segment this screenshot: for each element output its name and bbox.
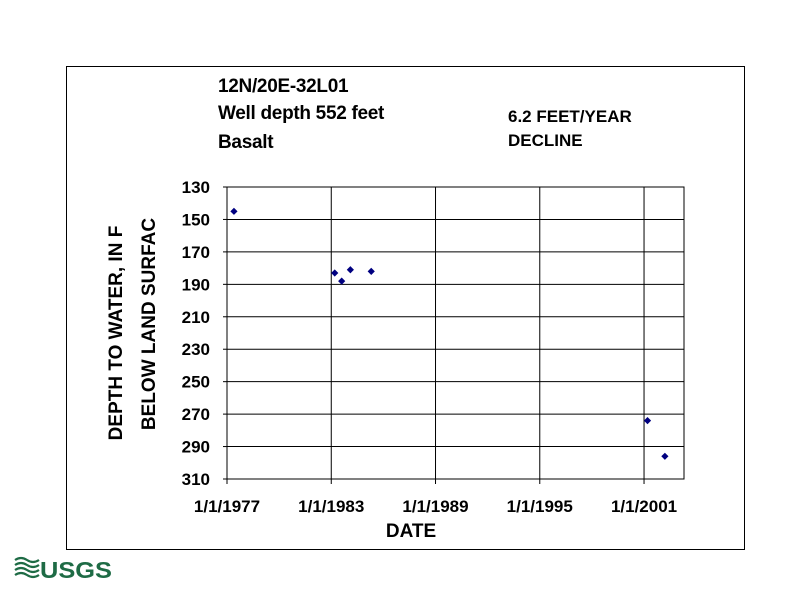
data-point <box>331 269 339 277</box>
data-point <box>367 267 375 275</box>
x-tick-label: 1/1/1995 <box>507 497 573 516</box>
y-axis-ticks: 130 150 170 190 210 230 250 270 290 310 <box>182 178 227 489</box>
chart-title-line-3: Basalt <box>218 132 274 153</box>
chart-title-line-2: Well depth 552 feet <box>218 103 385 124</box>
y-tick-label: 290 <box>182 438 210 457</box>
trend-annotation-line-2: DECLINE <box>508 131 583 150</box>
usgs-wave-icon <box>14 556 40 579</box>
y-tick-label: 250 <box>182 373 210 392</box>
data-point <box>230 207 238 215</box>
x-axis-label: DATE <box>386 521 436 542</box>
data-point <box>643 417 652 425</box>
y-tick-label: 210 <box>182 308 210 327</box>
y-axis-label-line-2: BELOW LAND SURFAC <box>139 218 160 430</box>
plot-area-border <box>226 186 685 480</box>
chart-frame <box>66 66 745 550</box>
y-tick-label: 310 <box>182 470 210 489</box>
x-tick-label: 1/1/1983 <box>298 497 364 516</box>
usgs-logo: USGS <box>14 556 112 583</box>
chart-title-line-1: 12N/20E-32L01 <box>218 76 349 97</box>
x-tick-label: 1/1/1989 <box>402 497 468 516</box>
data-point <box>661 452 669 460</box>
y-tick-label: 230 <box>182 340 210 359</box>
y-tick-label: 170 <box>182 243 210 262</box>
data-point <box>346 266 354 274</box>
y-tick-label: 130 <box>182 178 210 197</box>
x-tick-label: 1/1/1977 <box>194 497 260 516</box>
grid-lines <box>226 186 684 480</box>
y-tick-label: 270 <box>182 405 210 424</box>
usgs-logo-text: USGS <box>40 557 112 583</box>
data-points <box>230 207 669 460</box>
trend-annotation-line-1: 6.2 FEET/YEAR <box>508 107 632 126</box>
data-point <box>338 277 346 285</box>
x-axis-ticks: 1/1/1977 1/1/1983 1/1/1989 1/1/1995 1/1/2001 <box>194 479 677 516</box>
y-tick-label: 190 <box>182 275 210 294</box>
y-tick-label: 150 <box>182 210 210 229</box>
x-tick-label: 1/1/2001 <box>611 497 677 516</box>
y-axis-label-line-1: DEPTH TO WATER, IN F <box>106 226 127 441</box>
